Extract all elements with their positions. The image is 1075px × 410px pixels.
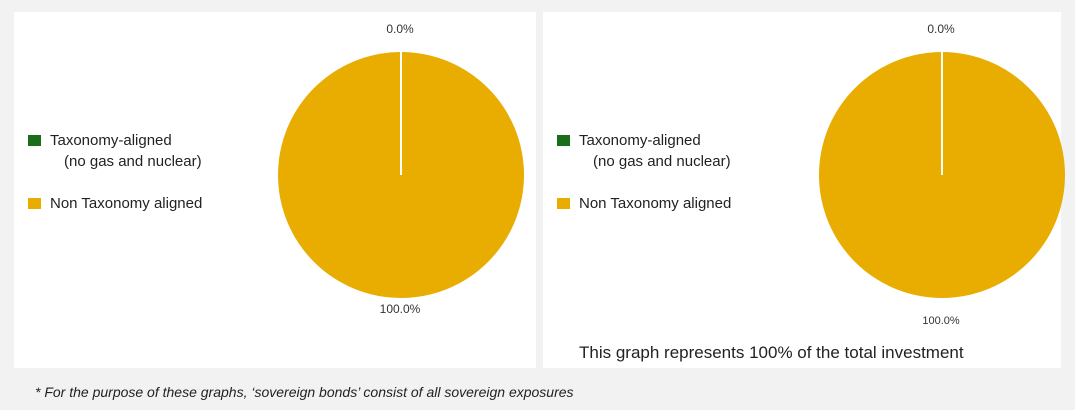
legend: Taxonomy-aligned (no gas and nuclear) No… [557, 130, 731, 214]
legend-label: Non Taxonomy aligned [579, 195, 732, 212]
legend-swatch-yellow [28, 198, 41, 209]
footnote: * For the purpose of these graphs, ‘sove… [35, 384, 574, 400]
slice-label-non-aligned: 100.0% [379, 302, 421, 316]
legend-swatch-green [28, 135, 41, 146]
legend-swatch-green [557, 135, 570, 146]
legend-item-non-taxonomy-aligned: Non Taxonomy aligned [557, 193, 731, 214]
legend-item-non-taxonomy-aligned: Non Taxonomy aligned [28, 193, 202, 214]
legend-sublabel: (no gas and nuclear) [64, 153, 202, 170]
legend: Taxonomy-aligned (no gas and nuclear) No… [28, 130, 202, 214]
slice-label-non-aligned: 100.0% [922, 315, 960, 327]
legend-item-taxonomy-aligned: Taxonomy-aligned (no gas and nuclear) [557, 130, 731, 172]
legend-item-taxonomy-aligned: Taxonomy-aligned (no gas and nuclear) [28, 130, 202, 172]
pie-chart-left [278, 52, 524, 298]
pie-chart-right [819, 52, 1065, 298]
slice-label-aligned: 0.0% [386, 22, 414, 36]
chart-panel-left: Taxonomy-aligned (no gas and nuclear) No… [14, 12, 536, 368]
slice-label-aligned: 0.0% [927, 22, 955, 36]
legend-sublabel: (no gas and nuclear) [593, 153, 731, 170]
legend-label: Taxonomy-aligned [50, 132, 172, 149]
chart-note: This graph represents 100% of the total … [579, 343, 964, 362]
chart-panel-right: Taxonomy-aligned (no gas and nuclear) No… [543, 12, 1065, 368]
legend-label: Taxonomy-aligned [579, 132, 701, 149]
legend-swatch-yellow [557, 198, 570, 209]
legend-label: Non Taxonomy aligned [50, 195, 203, 212]
